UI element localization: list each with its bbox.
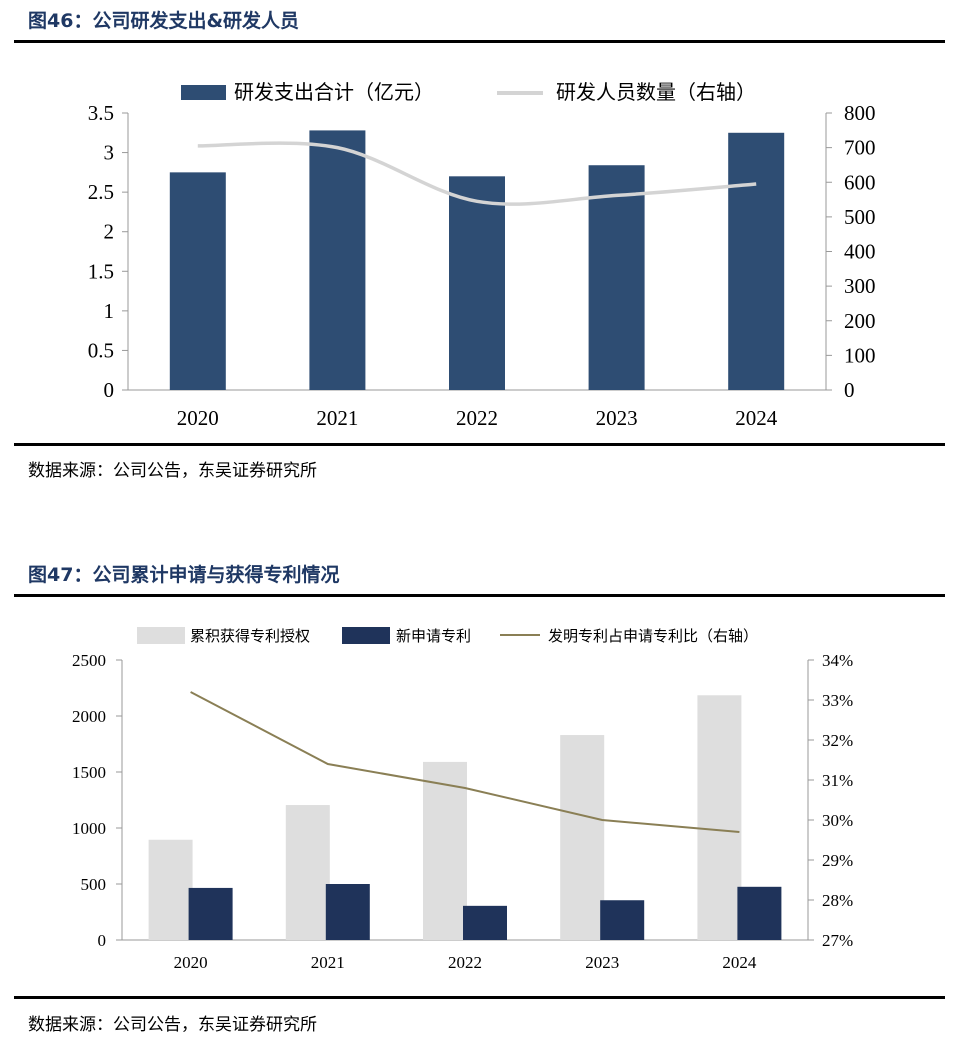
bar-new-application	[600, 900, 645, 940]
y-left-tick-label: 2000	[72, 707, 106, 726]
legend-label-invention-ratio: 发明专利占申请专利比（右轴）	[548, 627, 758, 645]
y-right-tick-label: 0	[844, 378, 855, 402]
y-right-tick-label: 400	[844, 240, 876, 264]
x-tick-label: 2020	[174, 953, 208, 972]
figure-46-bottom-rule	[14, 443, 945, 446]
x-tick-label: 2023	[596, 406, 638, 430]
bar-rd-expense	[309, 130, 366, 390]
figure-47-bottom-rule	[14, 996, 945, 999]
y-right-tick-label: 800	[844, 101, 876, 125]
x-tick-label: 2024	[735, 406, 778, 430]
figure-46-title: 图46：公司研发支出&研发人员	[28, 10, 300, 32]
y-left-tick-label: 500	[81, 875, 107, 894]
legend-label-rd-expense: 研发支出合计（亿元）	[234, 80, 434, 104]
y-right-tick-label: 30%	[822, 811, 853, 830]
y-left-tick-label: 1	[104, 299, 115, 323]
y-left-tick-label: 2500	[72, 651, 106, 670]
y-left-tick-label: 3.5	[88, 101, 114, 125]
bar-new-application	[188, 887, 233, 940]
x-tick-label: 2021	[311, 953, 345, 972]
y-left-tick-label: 1.5	[88, 259, 114, 283]
y-right-tick-label: 200	[844, 309, 876, 333]
y-right-tick-label: 31%	[822, 771, 853, 790]
y-right-tick-label: 100	[844, 343, 876, 367]
bar-granted	[285, 805, 330, 940]
x-tick-label: 2022	[456, 406, 498, 430]
y-right-tick-label: 500	[844, 205, 876, 229]
legend-label-rd-staff: 研发人员数量（右轴）	[556, 80, 756, 104]
figure-46-top-rule	[14, 40, 945, 43]
x-tick-label: 2020	[177, 406, 219, 430]
y-left-tick-label: 1500	[72, 763, 106, 782]
y-left-tick-label: 0.5	[88, 338, 114, 362]
y-left-tick-label: 2	[104, 220, 115, 244]
y-left-tick-label: 0	[98, 931, 107, 950]
line-invention-ratio	[190, 691, 740, 833]
y-right-tick-label: 27%	[822, 931, 853, 950]
bar-new-application	[463, 905, 507, 940]
x-tick-label: 2021	[316, 406, 358, 430]
legend-label-new: 新申请专利	[396, 627, 471, 645]
x-tick-label: 2024	[722, 953, 757, 972]
y-right-tick-label: 29%	[822, 851, 853, 870]
bar-granted	[697, 695, 742, 940]
patent-chart: 累积获得专利授权 新申请专利 发明专利占申请专利比（右轴） 0 500 1000 1500 2…	[72, 627, 853, 972]
y-left-tick-label: 1000	[72, 819, 106, 838]
y-right-tick-label: 300	[844, 274, 876, 298]
legend-swatch-new	[342, 627, 390, 644]
y-right-tick-label: 28%	[822, 891, 853, 910]
bar-new-application	[737, 886, 782, 940]
figure-46-source: 数据来源：公司公告，东吴证券研究所	[28, 461, 317, 481]
rd-chart: 研发支出合计（亿元） 研发人员数量（右轴） 0 0.5 1 1.5 2 2.5 3 3.5 0 100…	[88, 80, 876, 430]
figure-47-top-rule	[14, 594, 945, 597]
x-tick-label: 2022	[448, 953, 482, 972]
y-left-tick-label: 0	[104, 378, 115, 402]
y-right-tick-label: 600	[844, 170, 876, 194]
x-tick-label: 2023	[585, 953, 619, 972]
y-right-tick-label: 33%	[822, 691, 853, 710]
bar-rd-expense	[728, 132, 785, 390]
y-left-tick-label: 2.5	[88, 180, 114, 204]
bar-new-application	[325, 884, 370, 940]
bar-rd-expense	[588, 165, 645, 390]
bar-granted	[560, 735, 605, 940]
bar-granted	[148, 839, 193, 940]
legend-swatch-granted	[137, 627, 185, 644]
legend-label-granted: 累积获得专利授权	[190, 627, 310, 645]
bar-rd-expense	[169, 172, 226, 390]
y-right-tick-label: 32%	[822, 731, 853, 750]
figure-47-source: 数据来源：公司公告，东吴证券研究所	[28, 1015, 317, 1035]
line-rd-staff	[197, 141, 757, 206]
y-right-tick-label: 700	[844, 136, 876, 160]
figure-47-title: 图47：公司累计申请与获得专利情况	[28, 564, 340, 586]
bar-granted	[423, 761, 467, 940]
y-right-tick-label: 34%	[822, 651, 853, 670]
y-left-tick-label: 3	[104, 141, 115, 165]
legend-swatch-rd-expense	[181, 85, 226, 100]
bar-rd-expense	[449, 176, 505, 390]
